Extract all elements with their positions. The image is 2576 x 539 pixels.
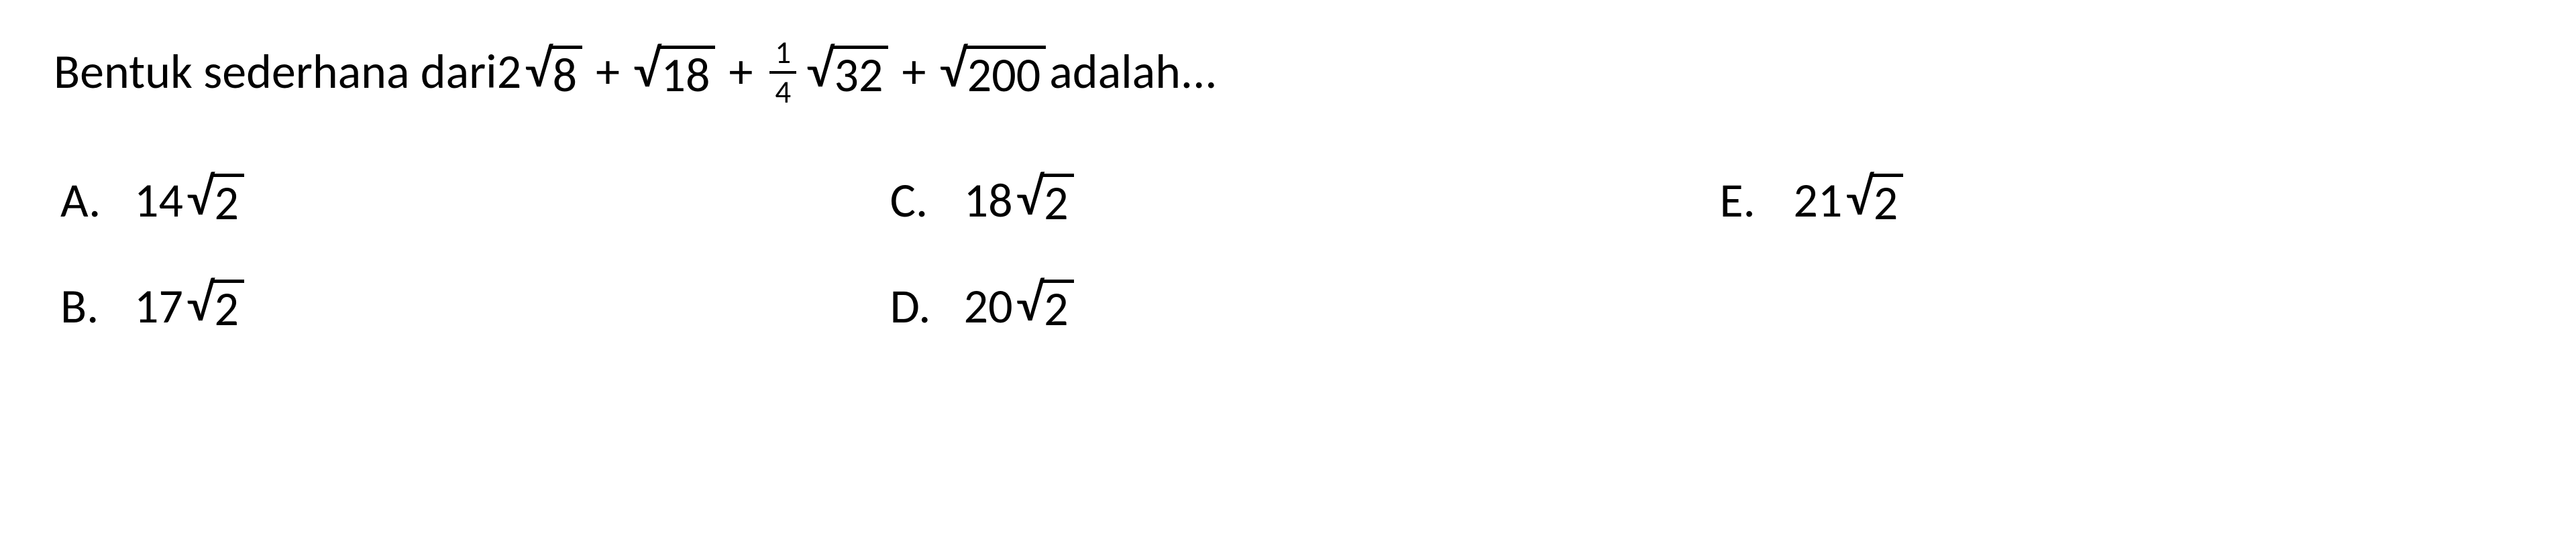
option-b-coef: 17 bbox=[134, 277, 183, 336]
radicand-2: 18 bbox=[659, 46, 715, 102]
option-e-value: 21 √ 2 bbox=[1793, 171, 1907, 230]
option-e: E. 21 √ 2 bbox=[1719, 171, 2522, 230]
option-e-sqrt: √ 2 bbox=[1845, 172, 1903, 229]
option-c-sqrt: √ 2 bbox=[1016, 172, 1074, 229]
radical-icon: √ bbox=[806, 43, 833, 96]
option-b-sqrt: √ 2 bbox=[186, 278, 244, 335]
option-d-coef: 20 bbox=[964, 277, 1013, 336]
option-e-radicand: 2 bbox=[1872, 174, 1904, 230]
option-a-radicand: 2 bbox=[213, 174, 244, 230]
question-suffix: adalah... bbox=[1049, 34, 1217, 111]
option-letter-e: E. bbox=[1719, 171, 1766, 230]
radicand-1: 8 bbox=[551, 46, 583, 102]
option-c-value: 18 √ 2 bbox=[964, 171, 1077, 230]
radical-icon: √ bbox=[633, 43, 659, 96]
coef-1: 2 bbox=[497, 34, 522, 111]
options-container: A. 14 √ 2 C. 18 √ 2 E. 21 √ 2 bbox=[54, 171, 2522, 336]
plus-2: + bbox=[729, 34, 753, 111]
radical-icon: √ bbox=[1845, 171, 1872, 224]
option-b: B. 17 √ 2 bbox=[60, 277, 863, 336]
option-e-coef: 21 bbox=[1793, 171, 1842, 230]
radical-icon: √ bbox=[1016, 277, 1042, 330]
option-d-radicand: 2 bbox=[1042, 280, 1074, 336]
option-letter-c: C. bbox=[890, 171, 937, 230]
option-a-value: 14 √ 2 bbox=[134, 171, 248, 230]
radical-icon: √ bbox=[186, 171, 213, 224]
question-expression: 2 √ 8 + √ 18 + 1 4 √ 32 + √ 200 bbox=[497, 34, 1050, 111]
sqrt-200: √ 200 bbox=[939, 44, 1046, 101]
sqrt-8: √ 8 bbox=[525, 44, 582, 101]
sqrt-32: √ 32 bbox=[806, 44, 888, 101]
option-d: D. 20 √ 2 bbox=[890, 277, 1693, 336]
option-letter-a: A. bbox=[60, 171, 107, 230]
option-a-coef: 14 bbox=[134, 171, 183, 230]
plus-3: + bbox=[902, 34, 926, 111]
radical-icon: √ bbox=[939, 43, 965, 96]
option-c: C. 18 √ 2 bbox=[890, 171, 1693, 230]
radical-icon: √ bbox=[525, 43, 551, 96]
fraction-1-4: 1 4 bbox=[769, 37, 796, 108]
radical-icon: √ bbox=[1016, 171, 1042, 224]
sqrt-18: √ 18 bbox=[633, 44, 715, 101]
numerator: 1 bbox=[769, 37, 796, 71]
option-c-coef: 18 bbox=[964, 171, 1013, 230]
plus-1: + bbox=[596, 34, 620, 111]
radicand-4: 200 bbox=[966, 46, 1046, 102]
radicand-3: 32 bbox=[833, 46, 888, 102]
option-letter-d: D. bbox=[890, 277, 937, 336]
option-a-sqrt: √ 2 bbox=[186, 172, 244, 229]
radical-icon: √ bbox=[186, 277, 213, 330]
option-d-sqrt: √ 2 bbox=[1016, 278, 1074, 335]
denominator: 4 bbox=[769, 71, 796, 108]
option-c-radicand: 2 bbox=[1042, 174, 1074, 230]
option-a: A. 14 √ 2 bbox=[60, 171, 863, 230]
option-b-radicand: 2 bbox=[213, 280, 244, 336]
question-prefix: Bentuk sederhana dari bbox=[54, 34, 497, 111]
option-d-value: 20 √ 2 bbox=[964, 277, 1077, 336]
option-b-value: 17 √ 2 bbox=[134, 277, 248, 336]
option-letter-b: B. bbox=[60, 277, 107, 336]
question-text: Bentuk sederhana dari 2 √ 8 + √ 18 + 1 4… bbox=[54, 34, 2522, 111]
